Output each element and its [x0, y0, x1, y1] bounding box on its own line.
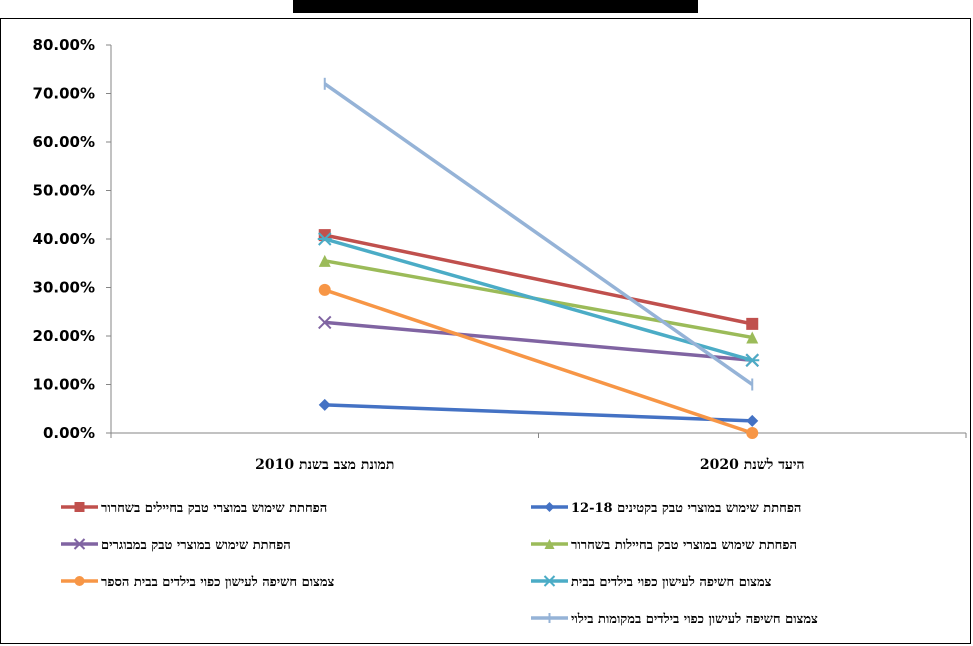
data-point [746, 414, 759, 427]
legend-label: צמצום חשיפה לעישון כפוי בילדים בבית [571, 575, 772, 590]
data-point [74, 502, 85, 512]
y-tick-label: 50.00% [33, 182, 95, 200]
y-tick-label: 60.00% [33, 133, 95, 151]
data-point [318, 283, 331, 296]
series-line [324, 320, 753, 362]
legend-label: צמצום חשיפה לעישון כפוי בילדים במקומות ב… [571, 612, 818, 627]
line-chart: 0.00% 10.00% 20.00% 30.00% 40.00% 50.00% 60.00… [33, 36, 967, 627]
legend-label: הפחתת שימוש במוצרי טבק במבוגרים [101, 538, 291, 553]
x-category-label: תמונת מצב בשנת 2010 [255, 457, 394, 473]
data-point [746, 331, 759, 344]
data-point [745, 353, 760, 367]
y-tick-label: 0.00% [43, 424, 95, 442]
y-tick-label: 10.00% [33, 376, 95, 394]
legend-label: צמצום חשיפה לעישון כפוי בילדים בבית הספר [101, 575, 335, 590]
data-point [746, 317, 759, 330]
series-line [324, 288, 753, 435]
y-tick-label: 40.00% [33, 230, 95, 248]
y-tick-label: 80.00% [33, 36, 95, 54]
legend-label: הפחתת שימוש במוצרי טבק בחיילות בשחרור [571, 538, 797, 553]
chart-title-bar [293, 0, 698, 13]
data-point [544, 502, 555, 512]
y-tick-label: 20.00% [33, 327, 95, 345]
data-point [746, 427, 759, 439]
y-tick-label: 70.00% [33, 85, 95, 103]
x-category-label: היעד לשנת 2020 [700, 457, 805, 473]
data-point [318, 315, 332, 330]
data-point [73, 538, 86, 550]
data-point [318, 254, 331, 267]
legend-label: הפחתת שימוש במוצרי טבק בחיילים בשחרור [101, 501, 327, 516]
data-point [544, 539, 555, 549]
data-point [317, 232, 332, 246]
series-line [324, 233, 753, 326]
series-line [324, 237, 753, 362]
y-tick-label: 30.00% [33, 279, 95, 297]
legend-label: הפחתת שימוש במוצרי טבק בקטינים 12-18 [571, 501, 801, 516]
data-point [74, 576, 85, 586]
chart-frame: 0.00% 10.00% 20.00% 30.00% 40.00% 50.00% 60.00… [0, 18, 971, 644]
series-line [324, 403, 753, 423]
data-point [543, 575, 556, 587]
data-point [318, 398, 331, 411]
series-line [323, 82, 754, 386]
